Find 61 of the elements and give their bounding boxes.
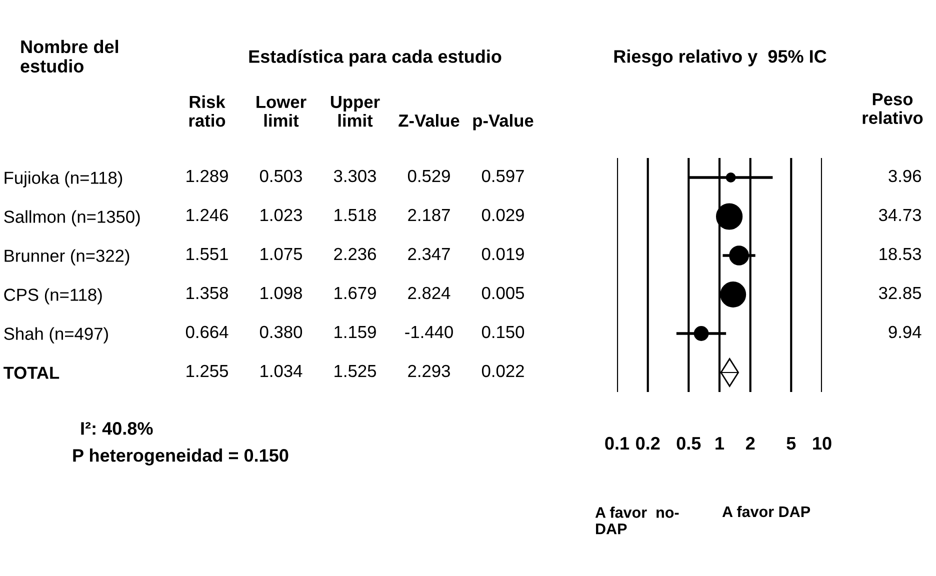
text: 1.246 (186, 208, 228, 222)
text: 0.503 (260, 170, 302, 182)
text: A favor no- DAP (595, 506, 679, 534)
category-label: Risk ratio (189, 95, 226, 127)
category-label: Sallmon (n=1350) (4, 210, 140, 226)
text: 1.525 (334, 364, 376, 378)
text: 0.380 (260, 326, 302, 338)
text: 1.034 (260, 364, 302, 378)
text: A favor DAP (722, 506, 810, 518)
category-label: Brunner (n=322) (4, 249, 130, 266)
text: 2.824 (408, 286, 450, 300)
text: 0.597 (482, 170, 524, 182)
category-label: Fujioka (n=118) (4, 171, 122, 188)
text: 1.075 (260, 248, 302, 260)
text: 1.679 (334, 286, 376, 300)
x-tick-label: 0.5 (676, 436, 701, 450)
text: 2.347 (408, 248, 450, 260)
text: 3.96 (888, 170, 921, 182)
text: 1.098 (260, 286, 302, 300)
category-label: CPS (n=118) (4, 288, 102, 304)
text: 3.303 (334, 170, 376, 182)
text: 1.358 (186, 286, 228, 300)
category-label: TOTAL (4, 366, 60, 379)
text: Nombre del estudio (20, 40, 118, 73)
text: 34.73 (878, 208, 921, 222)
text: 0.005 (482, 286, 524, 300)
text: 0.529 (408, 170, 450, 182)
text: 0.019 (482, 248, 524, 260)
text: I²: 40.8% (81, 422, 153, 435)
text: -1.440 (405, 326, 453, 338)
category-label: Peso relativo (862, 93, 923, 124)
text: 1.255 (186, 364, 228, 378)
x-tick-label: 0.2 (636, 436, 660, 450)
x-tick-label: 10 (813, 436, 832, 450)
category-label: Shah (n=497) (4, 327, 108, 344)
text: 2.293 (408, 364, 450, 378)
text: 2.236 (334, 248, 376, 260)
text: 1.551 (186, 248, 228, 260)
x-tick-label: 2 (746, 436, 755, 450)
text: Estadística para cada estudio (249, 50, 502, 66)
text: 1.023 (260, 208, 302, 222)
text: 1.159 (334, 326, 376, 338)
text: 2.187 (408, 208, 450, 222)
text: 1.518 (334, 208, 376, 222)
text: 18.53 (880, 248, 921, 260)
text: 0.150 (482, 326, 524, 338)
text: 0.029 (482, 208, 524, 222)
chart-title: Riesgo relativo y 95% IC (614, 50, 826, 66)
text: 1.289 (186, 170, 228, 182)
x-tick-label: 1 (716, 437, 724, 450)
text: 0.664 (186, 326, 228, 338)
category-label: Z-Value (398, 114, 460, 127)
text: 32.85 (878, 286, 922, 300)
x-tick-label: 5 (786, 437, 796, 450)
text: 9.94 (888, 326, 922, 338)
text: 0.022 (482, 364, 524, 378)
category-label: p-Value (473, 114, 534, 130)
category-label: Upper limit (330, 96, 380, 127)
x-tick-label: 0.1 (605, 436, 630, 450)
category-label: Lower limit (256, 96, 306, 127)
text: P heterogeneidad = 0.150 (73, 448, 288, 466)
